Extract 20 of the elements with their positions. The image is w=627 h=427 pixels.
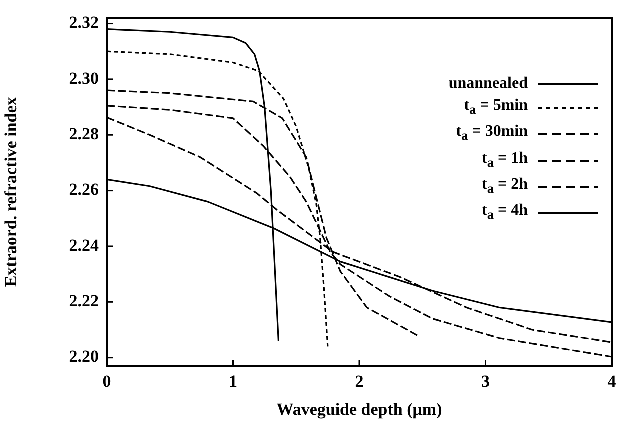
y-tick-label: 2.24 (69, 236, 100, 255)
y-axis-title: Extraord. refractive index (2, 96, 21, 288)
y-tick-label: 2.32 (69, 13, 99, 32)
legend-label: t$_{a}$ = 30min (456, 122, 528, 146)
legend-label: t$_{a}$ = 1h (482, 148, 528, 172)
legend-label: unannealed (448, 74, 528, 94)
y-tick-label: 2.22 (69, 292, 99, 311)
legend-label: t$_{a}$ = 4h (482, 200, 528, 224)
legend-label: t$_{a}$ = 2h (482, 174, 528, 198)
x-tick-label: 0 (102, 372, 112, 391)
x-tick-label: 2 (355, 372, 364, 391)
x-tick-label: 4 (608, 372, 617, 391)
legend-label: t$_{a}$ = 5min (464, 96, 528, 120)
y-tick-label: 2.30 (69, 68, 99, 88)
y-tick-label: 2.26 (69, 180, 99, 200)
x-tick-label: 1 (229, 372, 238, 391)
x-tick-label: 3 (482, 372, 490, 391)
y-tick-label: 2.28 (69, 124, 99, 144)
y-tick-label: 2.20 (69, 347, 99, 366)
x-axis-title: Waveguide depth (μm) (276, 400, 442, 420)
